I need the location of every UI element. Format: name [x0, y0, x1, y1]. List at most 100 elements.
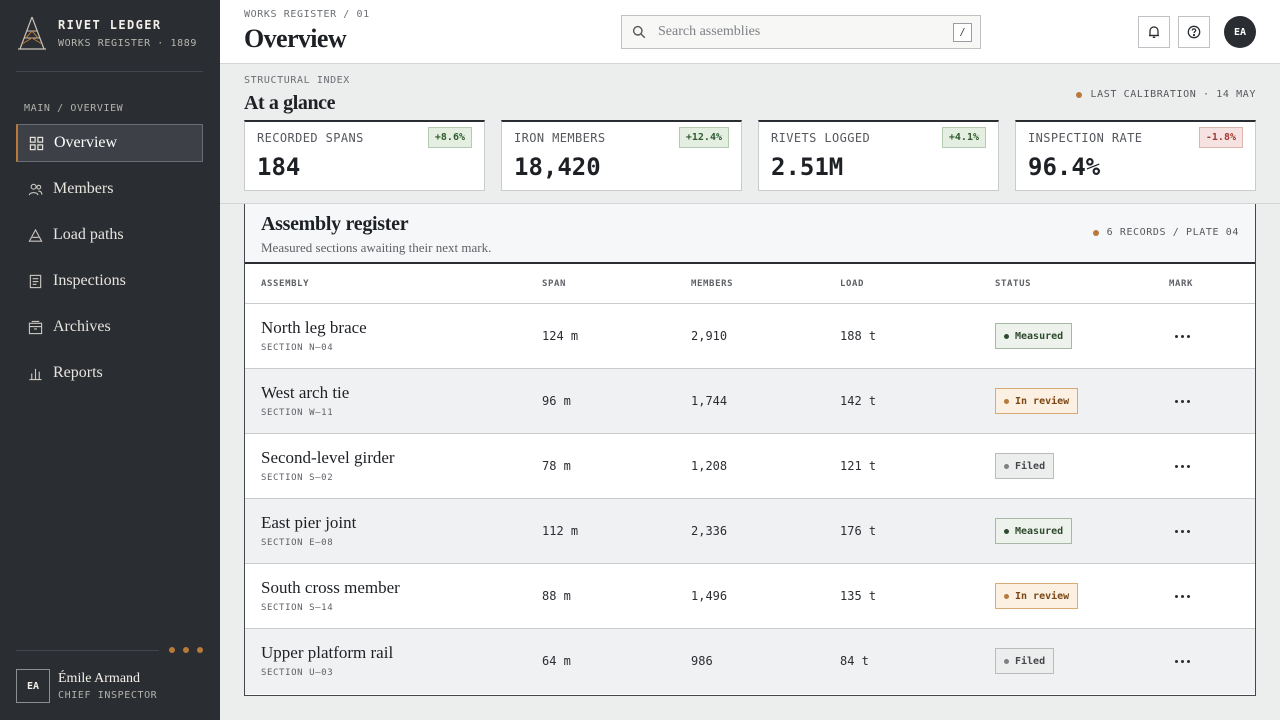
table-row[interactable]: Second-level girder SECTION S—02 78 m 1,… — [245, 434, 1255, 499]
span-value: 88 m — [542, 589, 571, 603]
stat-label: INSPECTION RATE — [1028, 131, 1143, 145]
nav-item-load-paths[interactable]: Load paths — [16, 216, 203, 254]
column-header-mark: MARK — [1169, 279, 1194, 289]
record-count-text: 6 RECORDS / PLATE 04 — [1106, 227, 1239, 238]
stat-value: 184 — [257, 153, 301, 181]
triangle-icon — [27, 227, 43, 243]
status-text: Measured — [1015, 525, 1064, 537]
calibration-text: LAST CALIBRATION · 14 MAY — [1090, 89, 1256, 100]
nav-item-label: Members — [53, 180, 114, 197]
table-header: Assembly register Measured sections awai… — [245, 204, 1255, 264]
table-row[interactable]: Upper platform rail SECTION U—03 64 m 98… — [245, 629, 1255, 694]
nav-section-label: MAIN / OVERVIEW — [24, 103, 124, 114]
load-value: 142 t — [840, 394, 877, 408]
bell-icon — [1149, 26, 1159, 38]
load-value: 176 t — [840, 524, 877, 538]
table-row[interactable]: East pier joint SECTION E—08 112 m 2,336… — [245, 499, 1255, 564]
table-row[interactable]: South cross member SECTION S—14 88 m 1,4… — [245, 564, 1255, 629]
brand-title: RIVET LEDGER — [58, 18, 162, 32]
nav-item-overview[interactable]: Overview — [16, 124, 203, 162]
status-dot-icon — [1076, 91, 1083, 98]
more-options-icon[interactable] — [1170, 651, 1194, 671]
nav-item-inspections[interactable]: Inspections — [16, 262, 203, 300]
column-headers: ASSEMBLY SPAN MEMBERS LOAD STATUS MARK — [245, 264, 1255, 304]
divider — [16, 71, 203, 72]
nav-item-label: Reports — [53, 364, 103, 381]
stat-delta-badge: +12.4% — [678, 127, 729, 148]
load-value: 188 t — [840, 329, 877, 343]
status-badge: Measured — [995, 323, 1073, 349]
more-options-icon[interactable] — [1170, 326, 1194, 346]
assembly-register: Assembly register Measured sections awai… — [244, 204, 1256, 696]
stat-label: RECORDED SPANS — [257, 131, 364, 145]
search-box[interactable]: / — [621, 15, 981, 49]
users-icon — [27, 181, 43, 197]
user-role: CHIEF INSPECTOR — [58, 690, 158, 701]
section-title: At a glance — [244, 92, 336, 114]
status-text: Measured — [1015, 330, 1064, 342]
members-value: 2,910 — [691, 329, 728, 343]
header-avatar[interactable]: EA — [1224, 16, 1256, 48]
user-profile[interactable]: EA Émile Armand CHIEF INSPECTOR — [16, 669, 157, 703]
status-badge: In review — [995, 583, 1079, 609]
span-value: 112 m — [542, 524, 579, 538]
table-row[interactable]: North leg brace SECTION N—04 124 m 2,910… — [245, 304, 1255, 369]
column-header-span[interactable]: SPAN — [542, 279, 567, 289]
brand[interactable]: RIVET LEDGER WORKS REGISTER · 1889 — [16, 16, 197, 50]
nav-item-archives[interactable]: Archives — [16, 308, 203, 346]
stat-delta-badge: +8.6% — [427, 127, 472, 148]
members-value: 1,208 — [691, 459, 728, 473]
nav-item-label: Archives — [53, 318, 111, 335]
load-value: 84 t — [840, 654, 869, 668]
nav-item-label: Load paths — [53, 226, 124, 243]
assembly-name[interactable]: South cross member — [261, 578, 400, 597]
nav-item-members[interactable]: Members — [16, 170, 203, 208]
assembly-section: SECTION S—02 — [261, 473, 334, 483]
column-header-status[interactable]: STATUS — [995, 279, 1032, 289]
stat-value: 2.51M — [771, 153, 844, 181]
span-value: 64 m — [542, 654, 571, 668]
more-options-icon[interactable] — [1170, 521, 1194, 541]
table-row[interactable]: West arch tie SECTION W—11 96 m 1,744 14… — [245, 369, 1255, 434]
search-input[interactable] — [658, 24, 938, 40]
status-badge: Filed — [995, 648, 1055, 674]
stat-delta-badge: -1.8% — [1198, 127, 1243, 148]
members-value: 1,496 — [691, 589, 728, 603]
assembly-name[interactable]: Upper platform rail — [261, 643, 394, 662]
span-value: 96 m — [542, 394, 571, 408]
assembly-name[interactable]: Second-level girder — [261, 448, 395, 467]
nav-item-label: Overview — [54, 134, 118, 151]
stat-delta-badge: +4.1% — [941, 127, 986, 148]
sidebar: RIVET LEDGER WORKS REGISTER · 1889 MAIN … — [0, 0, 220, 720]
help-button[interactable] — [1178, 16, 1210, 48]
stat-value: 18,420 — [514, 153, 601, 181]
assembly-name[interactable]: West arch tie — [261, 383, 350, 402]
calibration-status: LAST CALIBRATION · 14 MAY — [1076, 89, 1256, 100]
record-count: 6 RECORDS / PLATE 04 — [1092, 227, 1239, 238]
more-dots-icon[interactable] — [169, 647, 203, 653]
span-value: 124 m — [542, 329, 579, 343]
divider — [16, 650, 159, 651]
archive-icon — [27, 319, 43, 335]
divider — [220, 203, 1280, 204]
stat-value: 96.4% — [1028, 153, 1101, 181]
column-header-load[interactable]: LOAD — [840, 279, 865, 289]
load-value: 135 t — [840, 589, 877, 603]
tower-logo-icon — [18, 16, 46, 50]
span-value: 78 m — [542, 459, 571, 473]
assembly-section: SECTION N—04 — [261, 343, 334, 353]
members-value: 1,744 — [691, 394, 728, 408]
notifications-button[interactable] — [1138, 16, 1170, 48]
breadcrumb: WORKS REGISTER / 01 — [244, 9, 370, 20]
more-options-icon[interactable] — [1170, 456, 1194, 476]
assembly-name[interactable]: East pier joint — [261, 513, 357, 532]
column-header-assembly[interactable]: ASSEMBLY — [261, 279, 310, 289]
stat-label: RIVETS LOGGED — [771, 131, 871, 145]
column-header-members[interactable]: MEMBERS — [691, 279, 734, 289]
more-options-icon[interactable] — [1170, 586, 1194, 606]
nav-item-reports[interactable]: Reports — [16, 354, 203, 392]
nav-item-label: Inspections — [53, 272, 126, 289]
members-value: 2,336 — [691, 524, 728, 538]
assembly-name[interactable]: North leg brace — [261, 318, 367, 337]
more-options-icon[interactable] — [1170, 391, 1194, 411]
